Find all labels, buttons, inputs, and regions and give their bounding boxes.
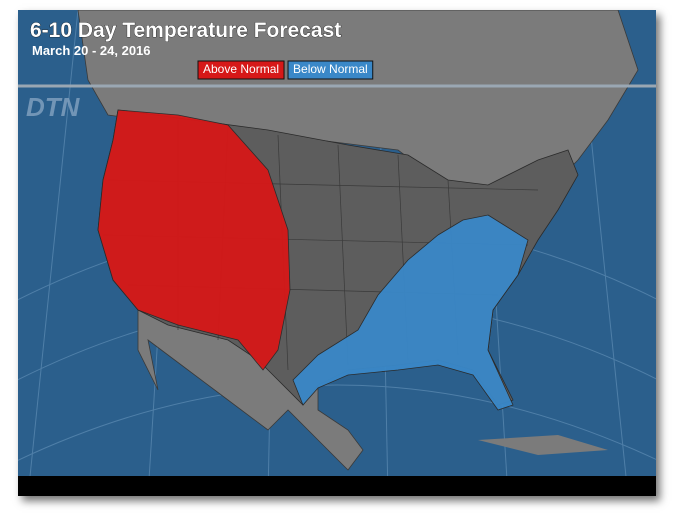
bottom-bar bbox=[18, 476, 656, 496]
above-normal-region bbox=[97, 109, 291, 371]
legend-label: Above Normal bbox=[203, 62, 279, 76]
logo: DTN bbox=[26, 92, 81, 122]
cuba bbox=[478, 435, 608, 455]
legend-swatch bbox=[197, 60, 285, 80]
below-normal-region bbox=[292, 214, 529, 411]
legend: Above Normal Below Normal bbox=[197, 60, 374, 80]
mexico bbox=[137, 309, 364, 471]
title: 6-10 Day Temperature Forecast bbox=[30, 19, 341, 42]
legend-label: Below Normal bbox=[293, 62, 368, 76]
map: 6-10 Day Temperature Forecast March 20 -… bbox=[18, 10, 656, 496]
subtitle: March 20 - 24, 2016 bbox=[32, 43, 151, 58]
legend-swatch bbox=[287, 60, 374, 80]
map-frame: 6-10 Day Temperature Forecast March 20 -… bbox=[18, 10, 656, 496]
